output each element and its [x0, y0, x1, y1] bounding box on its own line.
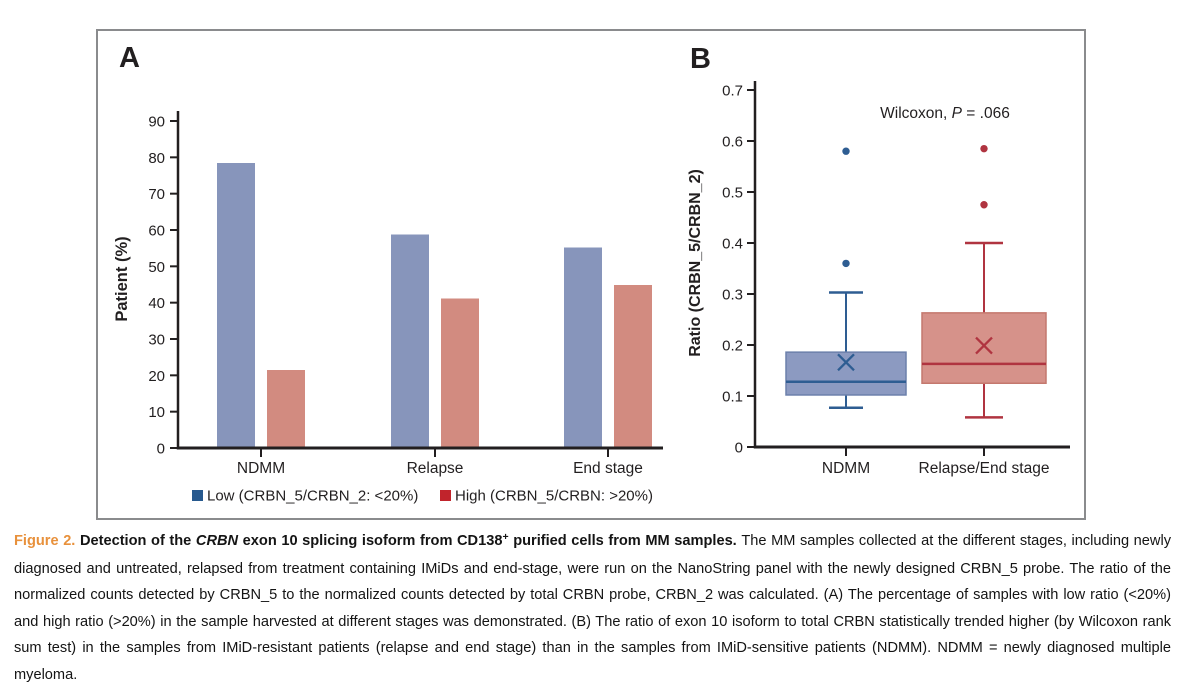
bar-Relapse-high	[441, 298, 479, 448]
legend-label: Low (CRBN_5/CRBN_2: <20%)	[207, 488, 418, 505]
bar-End stage-high	[614, 285, 652, 448]
x-axis: NDMM Relapse/End stage	[753, 445, 1070, 477]
panel-a-label: A	[119, 42, 140, 74]
figure-panel: 0 10 20 30 40 50 60 70 80 90 Patient (%) NDMM Relaps…	[96, 29, 1086, 520]
svg-text:10: 10	[148, 404, 165, 421]
caption-segment: CRBN	[195, 533, 239, 549]
x-tick-label: End stage	[573, 460, 643, 477]
caption-segment: Figure 2.	[14, 533, 80, 549]
svg-text:0.2: 0.2	[722, 338, 743, 355]
legend-label: High (CRBN_5/CRBN: >20%)	[455, 488, 653, 505]
caption-segment: purified cells from MM samples.	[508, 533, 742, 549]
x-tick-label: NDMM	[237, 460, 285, 477]
bars	[217, 162, 652, 449]
x-tick-label: NDMM	[822, 460, 870, 477]
outlier-point	[842, 147, 850, 155]
y-axis-label: Patient (%)	[113, 236, 131, 321]
caption-segment: exon 10 splicing isoform from CD138	[238, 533, 503, 549]
panel-b-label: B	[690, 43, 711, 75]
svg-text:40: 40	[148, 295, 165, 312]
outlier-point	[980, 144, 988, 153]
svg-text:90: 90	[148, 114, 165, 131]
svg-text:0.6: 0.6	[722, 134, 743, 151]
caption-segment: The MM samples collected at the differen…	[14, 533, 1171, 683]
box-NDMM	[785, 147, 907, 409]
svg-text:80: 80	[148, 150, 165, 167]
bar-chart: 0 10 20 30 40 50 60 70 80 90 Patient (%) NDMM Relaps…	[113, 111, 663, 505]
y-axis-label: Ratio (CRBN_5/CRBN_2)	[687, 169, 704, 357]
x-tick-label: Relapse/End stage	[919, 460, 1050, 477]
svg-text:20: 20	[148, 368, 165, 385]
svg-text:0.5: 0.5	[722, 185, 743, 202]
legend-swatch	[440, 490, 451, 501]
figure-caption: Figure 2. Detection of the CRBN exon 10 …	[14, 528, 1171, 689]
svg-text:50: 50	[148, 259, 165, 276]
svg-text:0.7: 0.7	[722, 83, 743, 100]
svg-text:70: 70	[148, 186, 165, 203]
y-axis: 0 10 20 30 40 50 60 70 80 90 Patient (%)	[113, 111, 180, 458]
legend: Low (CRBN_5/CRBN_2: <20%) High (CRBN_5/CR…	[192, 488, 653, 505]
svg-text:0.4: 0.4	[722, 236, 743, 253]
outlier-point	[980, 201, 988, 209]
svg-text:30: 30	[148, 332, 165, 349]
bar-Relapse-low	[391, 234, 429, 448]
x-axis: NDMM Relapse End stage	[176, 446, 663, 477]
box-Relapse/End stage	[921, 144, 1047, 419]
svg-text:0.1: 0.1	[722, 389, 743, 406]
box-plot: 0 0.1 0.2 0.3 0.4 0.5 0.6 0.7 Ratio (CRBN_5/CRBN…	[687, 81, 1070, 477]
bar-NDMM-high	[267, 369, 305, 448]
bar-NDMM-low	[217, 162, 255, 449]
caption-segment: +	[502, 531, 509, 543]
svg-text:0: 0	[157, 441, 165, 458]
figure-charts-svg: 0 10 20 30 40 50 60 70 80 90 Patient (%) NDMM Relaps…	[113, 81, 1070, 505]
svg-text:0: 0	[735, 440, 743, 457]
caption-segment: Detection of the	[79, 533, 196, 549]
legend-swatch	[192, 490, 203, 501]
bar-End stage-low	[564, 247, 602, 448]
stat-annotation: Wilcoxon, P = .066	[880, 105, 1010, 122]
svg-text:60: 60	[148, 223, 165, 240]
x-tick-label: Relapse	[407, 460, 464, 477]
outlier-point	[842, 259, 850, 268]
svg-text:0.3: 0.3	[722, 287, 743, 304]
y-axis: 0 0.1 0.2 0.3 0.4 0.5 0.6 0.7 Ratio (CRBN_5/CRBN…	[687, 81, 757, 457]
